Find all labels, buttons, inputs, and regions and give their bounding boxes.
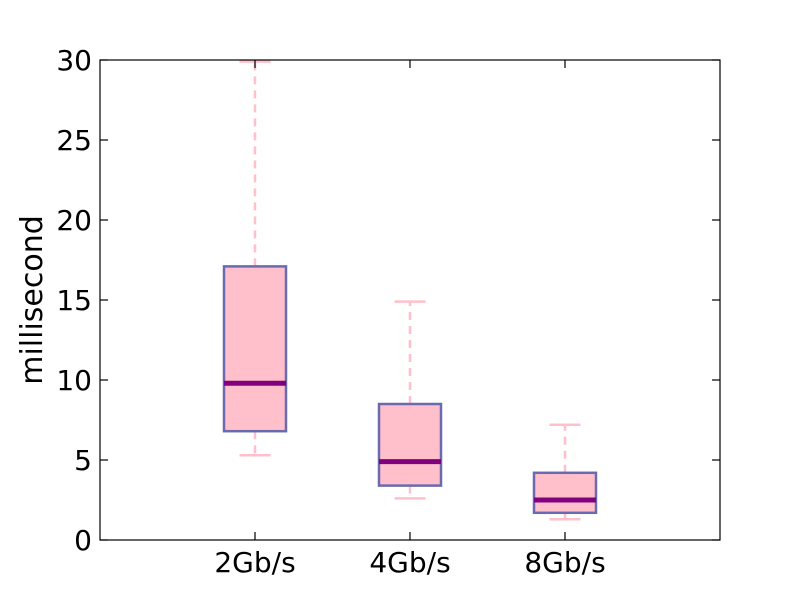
y-tick-label: 15	[56, 284, 92, 317]
x-category-label: 8Gb/s	[524, 546, 605, 579]
box-2	[377, 402, 443, 487]
x-category-label: 4Gb/s	[369, 546, 450, 579]
box-3	[532, 471, 598, 515]
y-tick-label: 20	[56, 204, 92, 237]
y-tick-label: 0	[74, 524, 92, 557]
box-1	[222, 265, 288, 433]
y-tick-label: 30	[56, 44, 92, 77]
x-category-label: 2Gb/s	[214, 546, 295, 579]
y-tick-label: 25	[56, 124, 92, 157]
y-tick-label: 10	[56, 364, 92, 397]
plot-layer	[222, 60, 598, 521]
ticks-layer: 0 5 10 15 20 25 30 2Gb/s 4Gb/s 8Gb/s	[56, 44, 720, 579]
y-axis-label: millisecond	[15, 215, 50, 385]
y-tick-label: 5	[74, 444, 92, 477]
